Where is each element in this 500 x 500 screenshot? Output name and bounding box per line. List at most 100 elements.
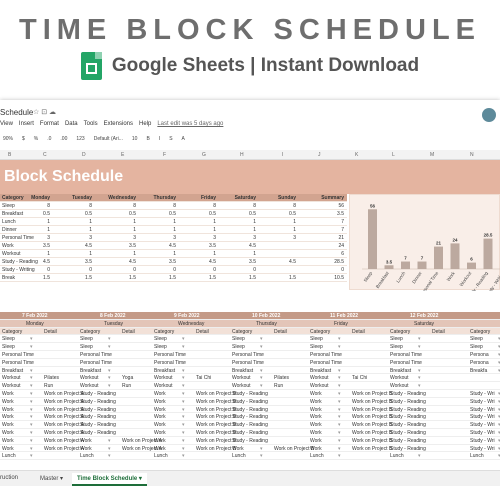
category-dropdown[interactable]: Personal Time bbox=[80, 351, 112, 358]
category-dropdown[interactable]: Work bbox=[80, 437, 92, 444]
dropdown-arrow-icon[interactable]: ▾ bbox=[108, 422, 111, 429]
category-dropdown[interactable]: Study - Reading bbox=[390, 414, 426, 421]
detail-cell[interactable]: Work on Project A bbox=[44, 406, 84, 413]
dropdown-arrow-icon[interactable]: ▾ bbox=[108, 437, 111, 444]
detail-cell[interactable]: Work on Project B bbox=[274, 445, 315, 452]
column-header[interactable]: G bbox=[202, 152, 206, 158]
dropdown-arrow-icon[interactable]: ▾ bbox=[108, 414, 111, 421]
detail-cell[interactable]: Run bbox=[274, 383, 284, 390]
detail-cell[interactable]: Work on Project B bbox=[196, 437, 237, 444]
column-header[interactable]: L bbox=[392, 152, 395, 158]
category-cell[interactable]: Break bbox=[2, 275, 16, 281]
menu-item-extensions[interactable]: Extensions bbox=[103, 121, 133, 127]
category-dropdown[interactable]: Lunch bbox=[154, 453, 168, 460]
dropdown-arrow-icon[interactable]: ▾ bbox=[182, 351, 185, 358]
dropdown-arrow-icon[interactable]: ▾ bbox=[338, 383, 341, 390]
detail-cell[interactable]: Work on Project B bbox=[196, 414, 237, 421]
dropdown-arrow-icon[interactable]: ▾ bbox=[30, 344, 33, 351]
detail-cell[interactable]: Work on Project A bbox=[44, 437, 84, 444]
category-dropdown[interactable]: Study - Reading bbox=[390, 398, 426, 405]
category-dropdown[interactable]: Work bbox=[2, 406, 14, 413]
category-dropdown[interactable]: Personal Time bbox=[154, 351, 186, 358]
column-header[interactable]: K bbox=[355, 152, 359, 158]
dropdown-arrow-icon[interactable]: ▾ bbox=[108, 336, 111, 343]
category-dropdown[interactable]: Work bbox=[2, 422, 14, 429]
category-dropdown[interactable]: Study - Reading bbox=[390, 437, 426, 444]
dropdown-arrow-icon[interactable]: ▾ bbox=[498, 359, 500, 366]
detail-cell[interactable]: Work on Project B bbox=[196, 422, 237, 429]
category-dropdown[interactable]: Study - Reading bbox=[390, 406, 426, 413]
dropdown-arrow-icon[interactable]: ▾ bbox=[338, 351, 341, 358]
category-dropdown[interactable]: Workout bbox=[80, 375, 99, 382]
category-dropdown[interactable]: Personal Time bbox=[390, 351, 422, 358]
value-cell[interactable]: 0.5 bbox=[169, 211, 176, 217]
dropdown-arrow-icon[interactable]: ▾ bbox=[418, 367, 421, 374]
sheet-tab[interactable]: ruction bbox=[0, 475, 19, 481]
value-cell[interactable]: 1 bbox=[133, 227, 136, 233]
category-dropdown[interactable]: Work bbox=[2, 414, 14, 421]
dropdown-arrow-icon[interactable]: ▾ bbox=[30, 351, 33, 358]
dropdown-arrow-icon[interactable]: ▾ bbox=[30, 398, 33, 405]
dropdown-arrow-icon[interactable]: ▾ bbox=[108, 367, 111, 374]
value-cell[interactable]: Summary bbox=[321, 195, 344, 201]
dropdown-arrow-icon[interactable]: ▾ bbox=[498, 367, 500, 374]
detail-cell[interactable]: Run bbox=[122, 383, 132, 390]
detail-cell[interactable]: Work on Project B bbox=[352, 437, 393, 444]
value-cell[interactable]: 1 bbox=[253, 251, 256, 257]
category-dropdown[interactable]: Study - Reading bbox=[390, 390, 426, 397]
column-header[interactable]: E bbox=[121, 152, 125, 158]
category-dropdown[interactable]: Work bbox=[310, 398, 322, 405]
category-dropdown[interactable]: Lunch bbox=[470, 453, 484, 460]
dropdown-arrow-icon[interactable]: ▾ bbox=[498, 453, 500, 460]
value-cell[interactable]: 1 bbox=[213, 219, 216, 225]
dropdown-arrow-icon[interactable]: ▾ bbox=[418, 437, 421, 444]
category-dropdown[interactable]: Work bbox=[154, 445, 166, 452]
category-dropdown[interactable]: Study - Reading bbox=[232, 437, 268, 444]
value-cell[interactable]: 3 bbox=[133, 235, 136, 241]
dropdown-arrow-icon[interactable]: ▾ bbox=[338, 445, 341, 452]
category-cell[interactable]: Personal Time bbox=[2, 235, 34, 241]
value-cell[interactable]: 3 bbox=[253, 235, 256, 241]
detail-cell[interactable]: Work on Project B bbox=[352, 445, 393, 452]
dropdown-arrow-icon[interactable]: ▾ bbox=[182, 429, 185, 436]
value-cell[interactable]: 1 bbox=[293, 227, 296, 233]
dropdown-arrow-icon[interactable]: ▾ bbox=[338, 367, 341, 374]
value-cell[interactable]: 4.5 bbox=[129, 259, 136, 265]
value-cell[interactable]: 0 bbox=[173, 267, 176, 273]
value-cell[interactable]: 24 bbox=[338, 243, 344, 249]
category-dropdown[interactable]: Study - Wri bbox=[470, 437, 495, 444]
toolbar-item[interactable]: % bbox=[33, 136, 39, 142]
detail-cell[interactable]: Work on Project B bbox=[196, 406, 237, 413]
category-dropdown[interactable]: Sleep bbox=[310, 344, 323, 351]
detail-cell[interactable]: Work on Project A bbox=[44, 445, 84, 452]
detail-cell[interactable]: Work on Project A bbox=[44, 398, 84, 405]
toolbar-item[interactable]: I bbox=[158, 136, 161, 142]
value-cell[interactable]: 3.5 bbox=[209, 243, 216, 249]
dropdown-arrow-icon[interactable]: ▾ bbox=[182, 390, 185, 397]
category-dropdown[interactable]: Workout bbox=[232, 383, 251, 390]
value-cell[interactable]: Wednesday bbox=[108, 195, 136, 201]
category-dropdown[interactable]: Workout bbox=[390, 383, 409, 390]
category-dropdown[interactable]: Workout bbox=[310, 375, 329, 382]
dropdown-arrow-icon[interactable]: ▾ bbox=[498, 344, 500, 351]
category-dropdown[interactable]: Study - Reading bbox=[80, 429, 116, 436]
value-cell[interactable]: 8 bbox=[253, 203, 256, 209]
dropdown-arrow-icon[interactable]: ▾ bbox=[30, 406, 33, 413]
value-cell[interactable]: 1.5 bbox=[43, 275, 50, 281]
detail-cell[interactable]: Work on Project A bbox=[44, 422, 84, 429]
value-cell[interactable]: 3 bbox=[213, 235, 216, 241]
detail-cell[interactable]: Work on Project A bbox=[122, 445, 162, 452]
dropdown-arrow-icon[interactable]: ▾ bbox=[182, 344, 185, 351]
category-dropdown[interactable]: Study - Reading bbox=[80, 390, 116, 397]
category-dropdown[interactable]: Lunch bbox=[390, 453, 404, 460]
dropdown-arrow-icon[interactable]: ▾ bbox=[498, 336, 500, 343]
dropdown-arrow-icon[interactable]: ▾ bbox=[182, 375, 185, 382]
dropdown-arrow-icon[interactable]: ▾ bbox=[498, 351, 500, 358]
category-dropdown[interactable]: Workout bbox=[154, 383, 173, 390]
detail-cell[interactable]: Work on Project B bbox=[352, 390, 393, 397]
toolbar-item[interactable]: A bbox=[181, 136, 185, 142]
dropdown-arrow-icon[interactable]: ▾ bbox=[260, 414, 263, 421]
dropdown-arrow-icon[interactable]: ▾ bbox=[260, 367, 263, 374]
value-cell[interactable]: Monday bbox=[31, 195, 50, 201]
category-dropdown[interactable]: Work bbox=[310, 445, 322, 452]
